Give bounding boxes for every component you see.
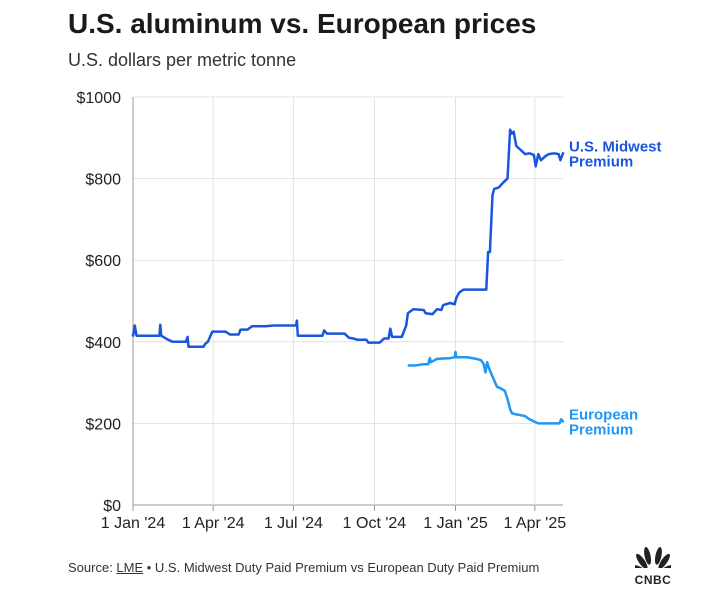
series-lines <box>131 128 565 425</box>
logo-text: CNBC <box>634 573 672 587</box>
x-tick-label: 1 Apr '25 <box>503 515 566 532</box>
y-tick-label: $200 <box>85 416 121 433</box>
x-tick-label: 1 Apr '24 <box>182 515 245 532</box>
x-tick-label: 1 Jan '24 <box>101 515 166 532</box>
source-footer: Source: LME • U.S. Midwest Duty Paid Pre… <box>68 560 539 575</box>
x-axis: 1 Jan '24 1 Apr '24 1 Jul '24 1 Oct '24 1 Ja… <box>101 505 566 532</box>
source-prefix: Source: <box>68 560 117 575</box>
y-tick-label: $1000 <box>77 90 122 107</box>
y-tick-label: $0 <box>103 498 121 515</box>
y-axis: $0 $200 $400 $600 $800 $1000 <box>77 90 122 515</box>
gridlines <box>132 96 563 506</box>
source-link[interactable]: LME <box>116 560 144 575</box>
y-tick-label: $600 <box>85 253 121 270</box>
y-tick-label: $800 <box>85 172 121 189</box>
source-description: • U.S. Midwest Duty Paid Premium vs Euro… <box>143 560 540 575</box>
series-label-european: European Premium <box>569 406 638 438</box>
x-tick-label: 1 Jan '25 <box>423 515 488 532</box>
y-tick-label: $400 <box>85 335 121 352</box>
series-labels: U.S. Midwest Premium European Premium <box>569 138 662 438</box>
chart-title: U.S. aluminum vs. European prices <box>68 8 537 39</box>
x-tick-label: 1 Jul '24 <box>264 515 323 532</box>
cnbc-logo: CNBC <box>628 546 678 587</box>
chart-subtitle: U.S. dollars per metric tonne <box>68 50 297 70</box>
series-line-european <box>407 350 565 425</box>
x-tick-label: 1 Oct '24 <box>343 515 407 532</box>
series-label-us-midwest: U.S. Midwest Premium <box>569 138 662 170</box>
peacock-icon <box>632 547 674 576</box>
series-line-us-midwest <box>131 128 565 348</box>
